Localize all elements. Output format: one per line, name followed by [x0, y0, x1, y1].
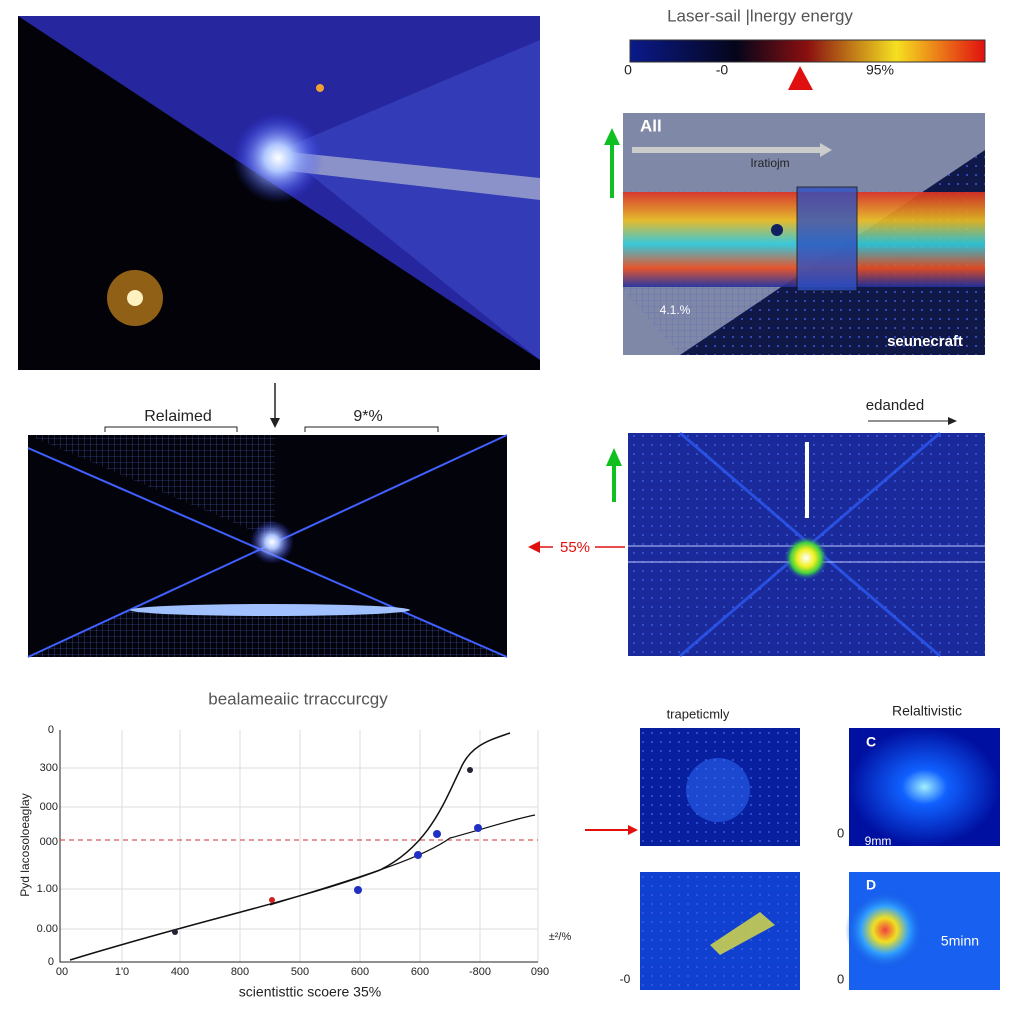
x-tick-label: 500 — [291, 966, 309, 978]
x-tick-label: 600 — [351, 966, 369, 978]
colorbar-tick: 95% — [866, 62, 894, 78]
panel-caption: seunecraft — [887, 333, 963, 350]
plot-title: bealameaiic trraccurcgy — [208, 689, 388, 708]
y-tick-label: 0 — [48, 724, 54, 736]
panel-letter: All — [640, 116, 662, 135]
x-tick-label: 1'0 — [115, 966, 129, 978]
y-axis-label: Pyd lacosoloeaglay — [18, 793, 32, 896]
thumb-axis: -0 — [620, 972, 631, 986]
y-tick-label: 300 — [40, 762, 58, 774]
thumb-scale: 9mm — [865, 834, 892, 848]
label: 9*% — [353, 408, 382, 425]
side-label: ±²/% — [549, 931, 572, 943]
colorbar-tick: 0 — [624, 62, 632, 78]
colorbar: Laser-sail |lnergy energy 0 -0 95% — [624, 6, 986, 90]
thumb-letter: D — [866, 877, 876, 893]
plot: bealameaiic trraccurcgy 0 300 000 000 1.… — [18, 689, 571, 999]
thumb-title: trapeticmly — [667, 706, 730, 721]
y-tick-label: 0 — [48, 956, 54, 968]
sail-panel: All Iratiojm 4.1.% seunecraft — [604, 113, 985, 355]
thumb-scale: 5minn — [941, 933, 979, 949]
y-tick-label: 000 — [40, 836, 58, 848]
inner-label: 4.1.% — [660, 303, 691, 317]
spot-panel: edanded 55% — [528, 397, 985, 658]
x-tick-label: 600 — [411, 966, 429, 978]
thumb-letter: C — [866, 734, 876, 750]
colorbar-tick: -0 — [716, 62, 729, 78]
thumb-title: Relaltivistic — [892, 703, 962, 719]
x-tick-label: -800 — [469, 966, 491, 978]
y-tick-label: 000 — [40, 801, 58, 813]
pointer-label: 55% — [560, 539, 590, 556]
laser-photo — [18, 16, 540, 370]
grid-panel: Relaimed 9*% — [27, 383, 508, 658]
x-tick-label: 090 — [531, 966, 549, 978]
thumb-axis: 0 — [837, 971, 844, 986]
arrow-label: Iratiojm — [750, 156, 789, 170]
y-tick-label: 0.00 — [37, 923, 58, 935]
y-tick-label: 1.00 — [37, 883, 58, 895]
x-tick-label: 800 — [231, 966, 249, 978]
label: Relaimed — [144, 408, 212, 425]
thumb-axis: 0 — [837, 825, 844, 840]
x-axis-label: scientisttic scoere 35% — [239, 984, 381, 1000]
x-tick-label: 400 — [171, 966, 189, 978]
x-tick-label: 00 — [56, 966, 68, 978]
thumbnails: trapeticmly Relaltivistic C 0 9mm -0 D 0… — [585, 703, 1000, 990]
arrow-label: edanded — [866, 397, 924, 414]
colorbar-title: Laser-sail |lnergy energy — [667, 6, 853, 25]
